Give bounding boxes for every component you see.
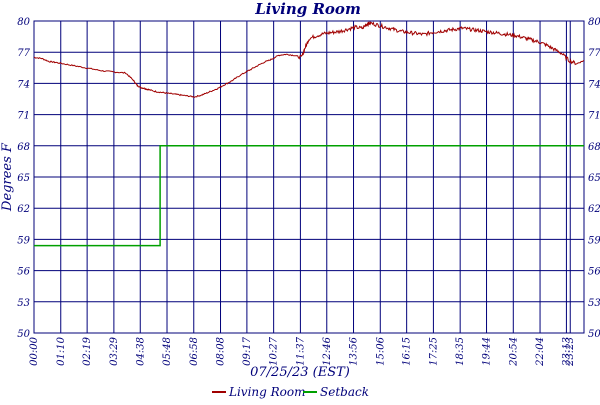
y-tick-label-right: 65 <box>588 173 600 184</box>
legend: Living Room Setback <box>212 385 369 399</box>
series-line-living-room <box>34 21 585 98</box>
y-tick-label-left: 56 <box>17 267 30 278</box>
x-tick-label: 19:44 <box>482 337 493 366</box>
x-tick-label: 11:37 <box>295 336 306 365</box>
series-lines <box>34 21 585 247</box>
x-tick-label: 16:15 <box>402 337 413 366</box>
x-tick-label: 04:38 <box>135 337 146 366</box>
x-tick-label: 08:08 <box>216 337 227 366</box>
x-tick-label: 20:54 <box>508 337 519 367</box>
y-tick-label-right: 53 <box>588 298 600 309</box>
y-tick-label-right: 56 <box>588 267 600 278</box>
y-tick-label-left: 53 <box>17 298 30 309</box>
x-tick-label: 15:06 <box>375 336 386 365</box>
y-tick-label-left: 80 <box>17 17 30 28</box>
x-tick-label: 09:17 <box>242 336 253 365</box>
y-tick-label-left: 59 <box>17 235 30 246</box>
x-tick-label: 06:58 <box>189 337 200 366</box>
y-tick-label-right: 77 <box>588 48 600 59</box>
plot-frame <box>33 20 585 334</box>
y-tick-label-right: 62 <box>588 204 600 215</box>
x-tick-label: 18:35 <box>455 337 466 366</box>
y-tick-label-right: 50 <box>588 329 600 340</box>
y-tick-label-left: 74 <box>17 79 30 90</box>
y-tick-label-left: 68 <box>17 142 30 153</box>
x-tick-label: 03:29 <box>109 336 120 365</box>
y-axis-left-ticks: 50 53 56 59 62 65 68 71 74 77 80 <box>17 17 30 340</box>
y-tick-label-left: 77 <box>17 48 30 59</box>
chart-title: Living Room <box>254 0 361 18</box>
series-line-setback <box>34 145 584 247</box>
y-tick-label-left: 50 <box>17 329 30 340</box>
x-tick-label: 10:27 <box>269 336 280 365</box>
x-tick-label: 17:25 <box>428 337 439 366</box>
y-axis-label: Degrees F <box>0 142 15 212</box>
legend-label-living-room: Living Room <box>228 385 306 399</box>
x-tick-label: 01:10 <box>56 336 67 365</box>
x-tick-label: 00:00 <box>29 336 40 365</box>
y-tick-label-left: 62 <box>17 204 30 215</box>
y-tick-label-right: 59 <box>588 235 600 246</box>
y-tick-label-right: 68 <box>588 142 600 153</box>
x-tick-label: 23:13 <box>561 337 572 367</box>
legend-label-setback: Setback <box>320 385 369 399</box>
y-tick-label-right: 80 <box>588 17 600 28</box>
x-tick-label: 22:04 <box>535 337 546 367</box>
x-tick-label: 02:19 <box>82 336 93 365</box>
x-tick-label: 12:46 <box>322 336 333 365</box>
y-axis-right-ticks: 50 53 56 59 62 65 68 71 74 77 80 <box>588 17 600 340</box>
y-tick-label-right: 74 <box>588 79 600 90</box>
y-tick-label-left: 65 <box>17 173 30 184</box>
y-tick-label-right: 71 <box>588 111 600 122</box>
x-tick-label: 23:23 <box>565 337 576 367</box>
x-axis-label: 07/25/23 (EST) <box>250 365 350 380</box>
x-tick-label: 05:48 <box>162 337 173 366</box>
x-tick-label: 13:56 <box>349 336 360 365</box>
x-axis-ticks: 00:00 01:10 02:19 03:29 04:38 05:48 06:58 08:08… <box>29 336 576 366</box>
y-tick-label-left: 71 <box>17 111 30 122</box>
